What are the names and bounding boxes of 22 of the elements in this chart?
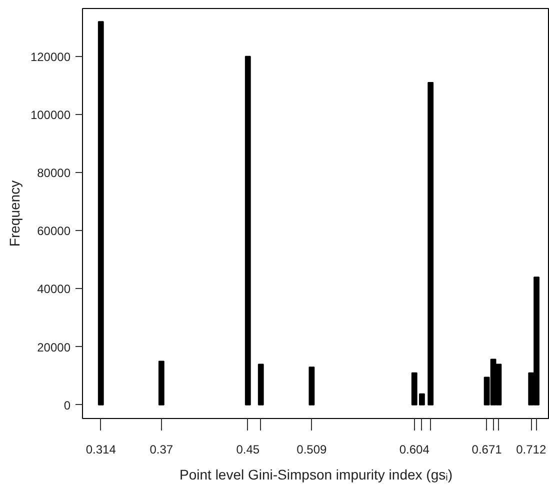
- x-tick-label: 0.37: [150, 442, 174, 456]
- bar: [258, 364, 264, 406]
- x-tick-label: 0.712: [516, 442, 546, 456]
- y-tick-label: 120000: [30, 50, 71, 64]
- bar: [428, 82, 434, 406]
- bar: [98, 21, 104, 406]
- x-tick-label: 0.45: [236, 442, 260, 456]
- y-tick-label: 20000: [37, 340, 71, 354]
- y-tick-label: 100000: [30, 108, 71, 122]
- y-axis-title: Frequency: [6, 180, 22, 247]
- y-tick-label: 60000: [37, 224, 71, 238]
- y-tick-label: 0: [64, 398, 71, 412]
- x-tick-label: 0.671: [472, 442, 502, 456]
- x-tick-label: 0.604: [399, 442, 430, 456]
- bar: [158, 360, 164, 406]
- bar: [308, 366, 315, 406]
- x-tick-label: 0.314: [86, 442, 116, 456]
- y-tick-label: 40000: [37, 282, 71, 296]
- x-tick-label: 0.509: [296, 442, 328, 456]
- x-axis-title: Point level Gini-Simpson impurity index (gsᵢ): [180, 466, 452, 482]
- y-tick-label: 80000: [37, 166, 71, 180]
- bar: [244, 56, 251, 406]
